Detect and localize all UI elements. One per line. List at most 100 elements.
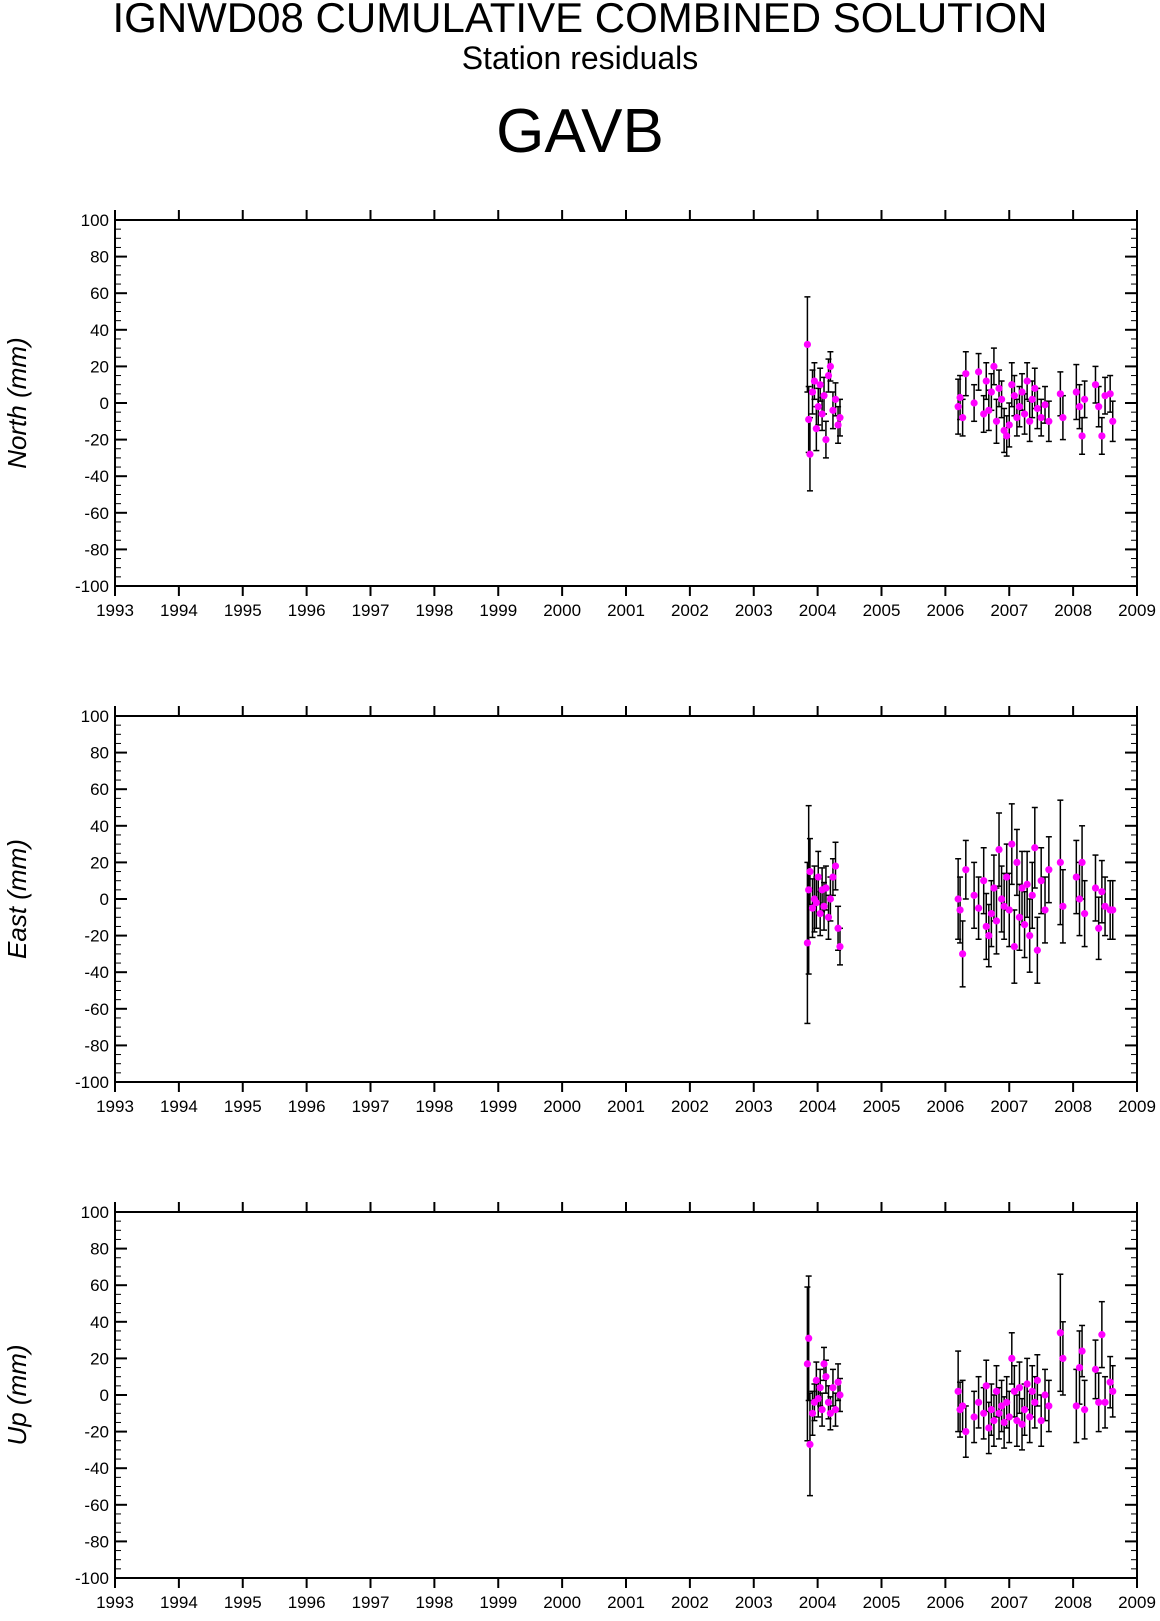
x-tick-label: 2001 bbox=[607, 1097, 645, 1116]
data-point bbox=[820, 902, 828, 910]
data-point bbox=[826, 1409, 835, 1417]
data-point bbox=[834, 924, 842, 932]
y-tick-label: 0 bbox=[100, 890, 109, 909]
data-point bbox=[1000, 426, 1008, 435]
data-point bbox=[1095, 1398, 1103, 1406]
data-point bbox=[1003, 873, 1011, 881]
data-point bbox=[834, 1378, 842, 1386]
y-tick-label: -80 bbox=[84, 1532, 109, 1551]
data-point bbox=[974, 904, 983, 912]
y-tick-label: 60 bbox=[90, 780, 109, 799]
x-tick-label: 2000 bbox=[543, 1097, 581, 1116]
panel-up: 100 80 60 40 20 0 -20 -40 -60 -80 -100 1993 1994 1995… bbox=[2, 1202, 1156, 1612]
data-point bbox=[1005, 421, 1013, 429]
station-name: GAVB bbox=[496, 97, 664, 166]
data-point bbox=[820, 1360, 828, 1368]
data-point bbox=[1081, 395, 1089, 403]
x-tick-label: 1993 bbox=[96, 1097, 134, 1116]
x-tick-label: 1993 bbox=[96, 1593, 134, 1612]
data-point bbox=[1020, 410, 1029, 418]
data-point bbox=[1056, 1329, 1064, 1337]
data-point bbox=[1091, 381, 1100, 389]
data-point bbox=[1075, 1363, 1084, 1372]
y-tick-label: 100 bbox=[81, 1203, 109, 1222]
data-point bbox=[956, 393, 964, 402]
data-point bbox=[1106, 1378, 1114, 1386]
y-tick-label: -20 bbox=[84, 431, 109, 450]
y-axis-label: Up (mm) bbox=[2, 1344, 32, 1445]
data-point bbox=[831, 862, 840, 870]
x-tick-label: 2006 bbox=[926, 1097, 964, 1116]
data-point bbox=[980, 1409, 988, 1417]
data-point bbox=[1008, 1354, 1016, 1362]
x-tick-label: 2002 bbox=[671, 1097, 709, 1116]
data-point bbox=[822, 436, 830, 444]
data-point bbox=[1072, 388, 1080, 396]
x-tick-label: 2008 bbox=[1054, 1593, 1092, 1612]
data-point bbox=[1000, 1418, 1008, 1427]
data-point bbox=[1010, 1387, 1018, 1395]
data-point bbox=[959, 950, 967, 958]
data-point bbox=[1028, 891, 1036, 899]
data-point bbox=[1091, 1365, 1100, 1373]
data-point bbox=[1056, 390, 1064, 398]
y-tick-label: -100 bbox=[75, 1569, 109, 1588]
data-point bbox=[987, 388, 995, 396]
data-point bbox=[1041, 906, 1049, 914]
data-point bbox=[1010, 942, 1018, 951]
data-point bbox=[1015, 913, 1024, 921]
data-point bbox=[826, 362, 835, 370]
x-tick-label: 2004 bbox=[799, 1097, 837, 1116]
data-point bbox=[985, 406, 993, 414]
data-point bbox=[836, 1391, 844, 1399]
x-tick-label: 1997 bbox=[352, 1097, 390, 1116]
x-tick-label: 2008 bbox=[1054, 601, 1092, 620]
panel-east: 100 80 60 40 20 0 -20 -40 -60 -80 -100 1993 1994 1995… bbox=[2, 706, 1156, 1116]
data-point bbox=[806, 1440, 814, 1449]
data-point bbox=[992, 417, 1001, 425]
data-point bbox=[954, 895, 962, 903]
data-point bbox=[982, 377, 990, 385]
x-tick-label: 1996 bbox=[288, 601, 326, 620]
data-point bbox=[1000, 902, 1008, 910]
data-point bbox=[818, 1406, 826, 1414]
data-point bbox=[1015, 403, 1024, 411]
data-point bbox=[1033, 1376, 1041, 1384]
x-tick-label: 1995 bbox=[224, 601, 262, 620]
data-point bbox=[962, 1428, 970, 1436]
x-tick-label: 2003 bbox=[735, 601, 773, 620]
x-tick-label: 2005 bbox=[863, 1593, 901, 1612]
y-tick-label: -20 bbox=[84, 1423, 109, 1442]
data-point bbox=[1008, 381, 1016, 389]
data-point bbox=[824, 371, 833, 380]
data-point bbox=[1045, 866, 1053, 874]
data-point bbox=[803, 1360, 812, 1368]
data-point bbox=[1098, 888, 1106, 896]
y-tick-label: -20 bbox=[84, 927, 109, 946]
data-point bbox=[808, 388, 817, 396]
data-point bbox=[1018, 884, 1026, 892]
data-point bbox=[980, 410, 988, 418]
y-tick-label: 80 bbox=[90, 1240, 109, 1259]
data-point bbox=[824, 1398, 833, 1406]
x-tick-label: 2006 bbox=[926, 601, 964, 620]
x-tick-label: 2001 bbox=[607, 601, 645, 620]
data-point bbox=[816, 1384, 824, 1392]
data-point bbox=[1045, 1402, 1053, 1410]
data-point bbox=[1023, 1380, 1031, 1388]
data-point bbox=[990, 362, 998, 370]
data-point bbox=[992, 917, 1001, 925]
data-point bbox=[1033, 404, 1041, 413]
data-point bbox=[1037, 1417, 1045, 1425]
data-point bbox=[1109, 1387, 1117, 1395]
x-tick-label: 2004 bbox=[799, 601, 837, 620]
data-point bbox=[808, 1409, 817, 1417]
data-point bbox=[812, 1376, 820, 1384]
x-tick-label: 1995 bbox=[224, 1097, 262, 1116]
data-point bbox=[1028, 395, 1036, 403]
x-tick-label: 1997 bbox=[352, 601, 390, 620]
y-tick-label: -80 bbox=[84, 540, 109, 559]
x-tick-label: 1993 bbox=[96, 601, 134, 620]
data-point bbox=[810, 377, 819, 385]
